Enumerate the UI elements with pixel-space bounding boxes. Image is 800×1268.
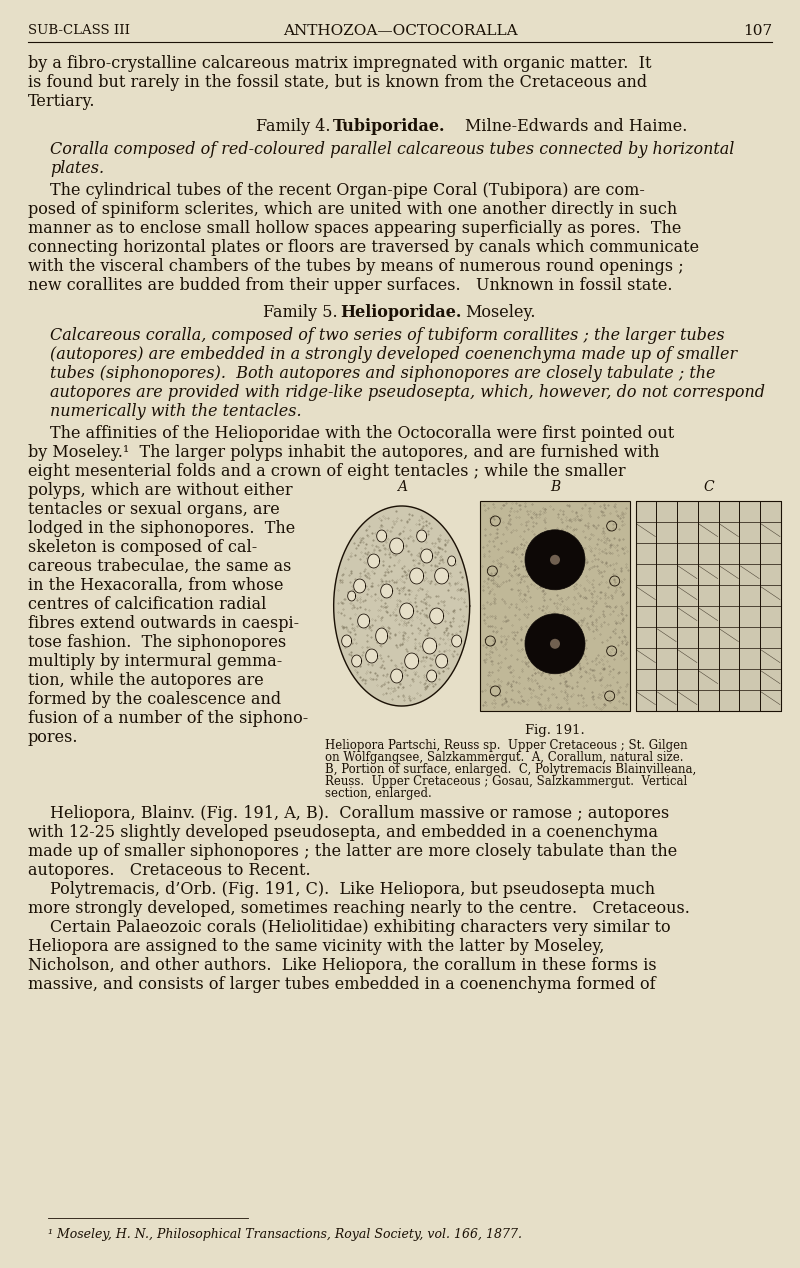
Text: Nicholson, and other authors.  Like Heliopora, the corallum in these forms is: Nicholson, and other authors. Like Helio… [28,957,657,974]
Text: Heliopora, Blainv. (Fig. 191, A, B).  Corallum massive or ramose ; autopores: Heliopora, Blainv. (Fig. 191, A, B). Cor… [50,805,670,822]
Polygon shape [348,591,356,601]
Polygon shape [358,614,370,628]
Circle shape [525,530,585,590]
Text: more strongly developed, sometimes reaching nearly to the centre.   Cretaceous.: more strongly developed, sometimes reach… [28,900,690,917]
Polygon shape [376,628,388,644]
Polygon shape [400,604,414,619]
Polygon shape [430,609,444,624]
Polygon shape [405,653,418,670]
Polygon shape [448,555,456,566]
Text: by Moseley.¹  The larger polyps inhabit the autopores, and are furnished with: by Moseley.¹ The larger polyps inhabit t… [28,444,659,462]
Polygon shape [366,649,378,663]
Text: B: B [550,481,560,495]
Circle shape [525,614,585,673]
Text: new corallites are budded from their upper surfaces.   Unknown in fossil state.: new corallites are budded from their upp… [28,276,673,294]
Text: The affinities of the Helioporidae with the Octocoralla were first pointed out: The affinities of the Helioporidae with … [50,425,674,443]
Text: on Wolfgangsee, Salzkammergut.  A, Corallum, natural size.: on Wolfgangsee, Salzkammergut. A, Corall… [325,751,683,765]
Bar [636,501,781,711]
Polygon shape [410,568,424,585]
Text: Helioporidae.: Helioporidae. [340,304,462,321]
Text: tubes (siphonopores).  Both autopores and siphonopores are closely tabulate ; th: tubes (siphonopores). Both autopores and… [50,365,715,382]
Text: formed by the coalescence and: formed by the coalescence and [28,691,281,708]
Text: Family 4.: Family 4. [255,118,330,134]
Text: Tubiporidae.: Tubiporidae. [333,118,446,134]
Text: careous trabeculae, the same as: careous trabeculae, the same as [28,558,291,574]
Polygon shape [342,635,352,647]
Text: skeleton is composed of cal-: skeleton is composed of cal- [28,539,258,555]
Text: B, Portion of surface, enlarged.  C, Polytremacis Blainvilleana,: B, Portion of surface, enlarged. C, Poly… [325,763,696,776]
Text: section, enlarged.: section, enlarged. [325,787,432,800]
Text: posed of spiniform sclerites, which are united with one another directly in such: posed of spiniform sclerites, which are … [28,202,678,218]
Text: Certain Palaeozoic corals (Heliolitidae) exhibiting characters very similar to: Certain Palaeozoic corals (Heliolitidae)… [50,919,670,936]
Text: massive, and consists of larger tubes embedded in a coenenchyma formed of: massive, and consists of larger tubes em… [28,976,656,993]
Text: pores.: pores. [28,729,78,746]
Text: Heliopora are assigned to the same vicinity with the latter by Moseley,: Heliopora are assigned to the same vicin… [28,938,604,955]
Text: numerically with the tentacles.: numerically with the tentacles. [50,403,302,420]
Polygon shape [368,554,380,568]
Text: Heliopora Partschi, Reuss sp.  Upper Cretaceous ; St. Gilgen: Heliopora Partschi, Reuss sp. Upper Cret… [325,739,688,752]
Text: in the Hexacoralla, from whose: in the Hexacoralla, from whose [28,577,283,593]
Text: tose fashion.  The siphonopores: tose fashion. The siphonopores [28,634,286,650]
Bar [480,501,630,711]
Text: 107: 107 [743,24,772,38]
Text: Family 5.: Family 5. [263,304,338,321]
Polygon shape [377,530,386,541]
Polygon shape [390,538,404,554]
Text: The cylindrical tubes of the recent Organ-pipe Coral (Tubipora) are com-: The cylindrical tubes of the recent Orga… [50,183,645,199]
Text: tion, while the autopores are: tion, while the autopores are [28,672,264,689]
Text: polyps, which are without either: polyps, which are without either [28,482,293,500]
Polygon shape [436,654,448,668]
Text: fusion of a number of the siphono-: fusion of a number of the siphono- [28,710,308,727]
Text: Tertiary.: Tertiary. [28,93,95,110]
Polygon shape [334,506,470,706]
Text: autopores are provided with ridge-like pseudosepta, which, however, do not corre: autopores are provided with ridge-like p… [50,384,765,401]
Text: with 12-25 slightly developed pseudosepta, and embedded in a coenenchyma: with 12-25 slightly developed pseudosept… [28,824,658,841]
Text: centres of calcification radial: centres of calcification radial [28,596,266,612]
Text: Milne-Edwards and Haime.: Milne-Edwards and Haime. [465,118,687,134]
Text: fibres extend outwards in caespi-: fibres extend outwards in caespi- [28,615,299,631]
Polygon shape [426,670,437,682]
Text: lodged in the siphonopores.  The: lodged in the siphonopores. The [28,520,295,538]
Text: Calcareous coralla, composed of two series of tubiform corallites ; the larger t: Calcareous coralla, composed of two seri… [50,327,725,344]
Text: Moseley.: Moseley. [465,304,535,321]
Polygon shape [434,568,449,585]
Polygon shape [381,585,393,598]
Circle shape [550,639,560,649]
Text: Fig. 191.: Fig. 191. [525,724,585,737]
Text: C: C [703,481,714,495]
Text: SUB-CLASS III: SUB-CLASS III [28,24,130,37]
Text: autopores.   Cretaceous to Recent.: autopores. Cretaceous to Recent. [28,862,310,879]
Text: with the visceral chambers of the tubes by means of numerous round openings ;: with the visceral chambers of the tubes … [28,257,684,275]
Text: is found but rarely in the fossil state, but is known from the Cretaceous and: is found but rarely in the fossil state,… [28,74,647,91]
Text: Reuss.  Upper Cretaceous ; Gosau, Salzkammergut.  Vertical: Reuss. Upper Cretaceous ; Gosau, Salzkam… [325,775,687,787]
Text: eight mesenterial folds and a crown of eight tentacles ; while the smaller: eight mesenterial folds and a crown of e… [28,463,626,481]
Polygon shape [452,635,462,647]
Text: connecting horizontal plates or floors are traversed by canals which communicate: connecting horizontal plates or floors a… [28,238,699,256]
Text: Coralla composed of red-coloured parallel calcareous tubes connected by horizont: Coralla composed of red-coloured paralle… [50,141,734,158]
Polygon shape [422,638,437,654]
Text: plates.: plates. [50,160,104,178]
Text: Polytremacis, d’Orb. (Fig. 191, C).  Like Heliopora, but pseudosepta much: Polytremacis, d’Orb. (Fig. 191, C). Like… [50,881,655,898]
Text: multiply by intermural gemma-: multiply by intermural gemma- [28,653,282,670]
Polygon shape [421,549,433,563]
Polygon shape [354,579,366,593]
Polygon shape [390,670,402,683]
Text: made up of smaller siphonopores ; the latter are more closely tabulate than the: made up of smaller siphonopores ; the la… [28,843,678,860]
Text: ANTHOZOA—OCTOCORALLA: ANTHOZOA—OCTOCORALLA [282,24,518,38]
Polygon shape [352,656,362,667]
Polygon shape [417,530,426,541]
Text: (autopores) are embedded in a strongly developed coenenchyma made up of smaller: (autopores) are embedded in a strongly d… [50,346,737,363]
Text: manner as to enclose small hollow spaces appearing superficially as pores.  The: manner as to enclose small hollow spaces… [28,221,682,237]
Text: A: A [397,481,406,495]
Text: tentacles or sexual organs, are: tentacles or sexual organs, are [28,501,280,519]
Text: by a fibro-crystalline calcareous matrix impregnated with organic matter.  It: by a fibro-crystalline calcareous matrix… [28,55,651,72]
Circle shape [550,555,560,564]
Text: ¹ Moseley, H. N., Philosophical Transactions, Royal Society, vol. 166, 1877.: ¹ Moseley, H. N., Philosophical Transact… [48,1227,522,1241]
